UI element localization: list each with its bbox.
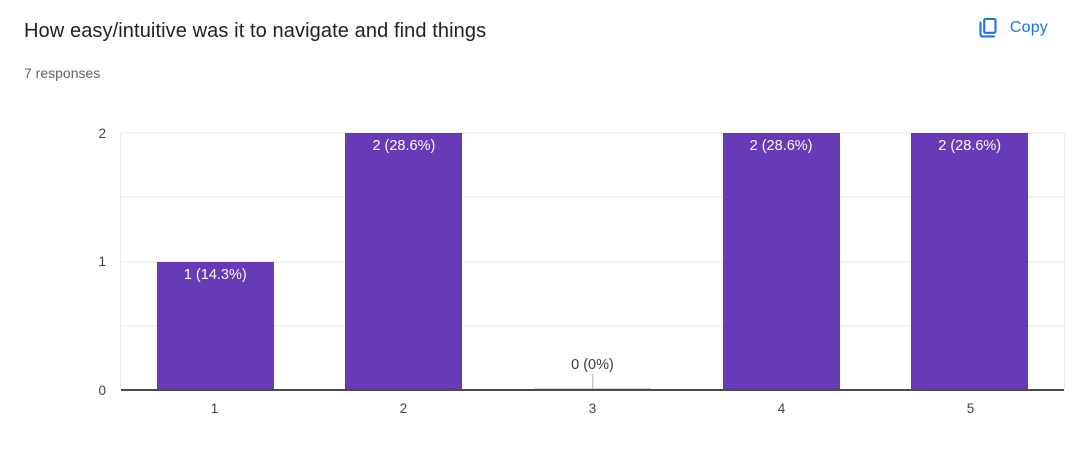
bar-value-label: 2 (28.6%) (938, 138, 1002, 154)
bar-category-5[interactable]: 2 (28.6%) (911, 133, 1029, 390)
y-tick-label: 1 (98, 253, 106, 269)
copy-label: Copy (1009, 19, 1048, 36)
bar-category-4[interactable]: 2 (28.6%) (722, 133, 840, 390)
zero-label-leader-line (591, 374, 594, 389)
gridline (121, 196, 1064, 198)
x-tick-label: 1 (210, 401, 219, 416)
gridline (121, 132, 1064, 134)
x-tick-label: 3 (588, 401, 597, 416)
page-title: How easy/intuitive was it to navigate an… (24, 20, 487, 42)
x-tick-label: 5 (966, 401, 975, 416)
bar-category-2[interactable]: 2 (28.6%) (345, 133, 463, 390)
y-axis: 0 1 2 (0, 126, 106, 396)
y-tick-label: 0 (98, 382, 106, 398)
bar-value-label: 2 (28.6%) (749, 138, 813, 154)
x-tick-label: 2 (399, 401, 408, 416)
bar-value-label: 0 (0%) (568, 357, 617, 373)
chart-plot: 1 (14.3%) 2 (28.6%) 0 (0%) 2 (28.6%) 2 (28.6… (120, 132, 1065, 391)
x-axis-baseline (121, 389, 1064, 391)
gridline (121, 261, 1064, 262)
copy-icon (975, 16, 999, 40)
gridline (121, 325, 1064, 327)
bar-category-1[interactable]: 1 (14.3%) (156, 261, 274, 390)
x-tick-label: 4 (777, 401, 786, 416)
x-axis: 1 2 3 4 5 (120, 399, 1065, 423)
bar-value-label: 1 (14.3%) (183, 266, 247, 283)
bar-value-label: 2 (28.6%) (372, 138, 436, 154)
response-count: 7 responses (24, 65, 101, 81)
y-tick-label: 2 (98, 125, 106, 141)
copy-button[interactable]: Copy (975, 16, 1048, 40)
